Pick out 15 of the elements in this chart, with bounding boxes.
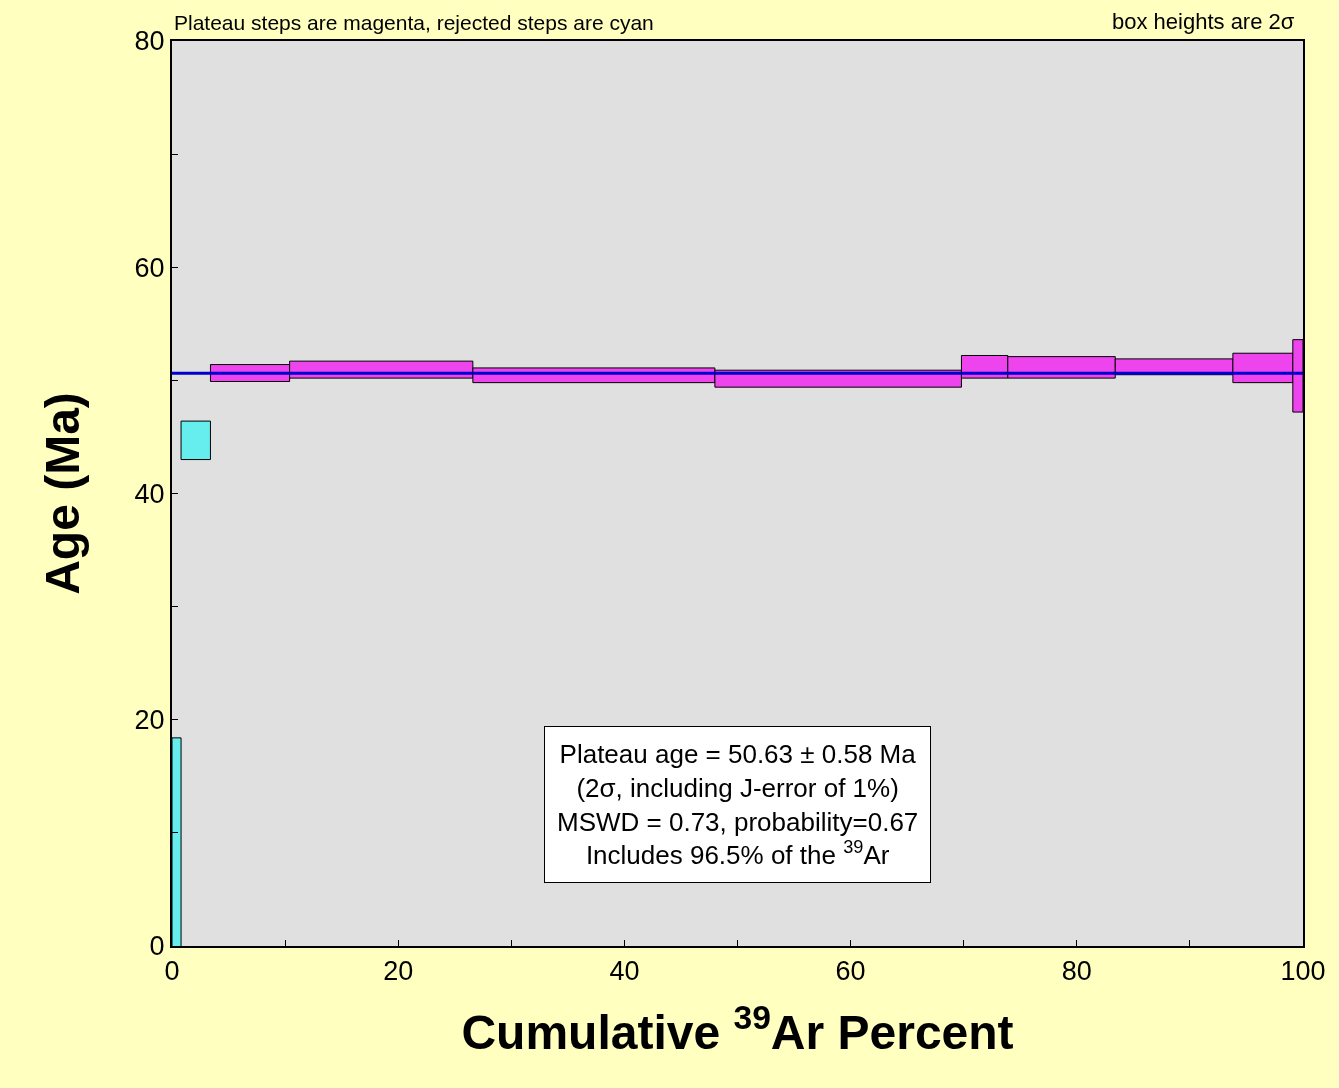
y-tick-label: 0 <box>149 931 165 962</box>
annotation: Plateau age = 50.63 ± 0.58 Ma (2σ, including J-error of 1%) MSWD = 0.73, probability=0.67 Includes 96.5% of the $^{39}$Ar <box>557 739 919 871</box>
x-tick-label: 60 <box>835 956 866 987</box>
x-tick-label: 80 <box>1061 956 1092 987</box>
y-tick-label: 60 <box>134 252 165 283</box>
y-tick-label: 20 <box>134 705 165 736</box>
x-tick-label: 20 <box>383 956 414 987</box>
text: Plateau steps are magenta, rejected steps are cyan <box>174 11 654 34</box>
y-tick-label: 40 <box>134 478 165 509</box>
x-tick-label: 40 <box>609 956 640 987</box>
x-tick-label: 100 <box>1280 956 1326 987</box>
y-tick-label: 80 <box>134 26 165 57</box>
y-axis-title: Age (Ma) <box>35 392 89 595</box>
x-axis-title: Cumulative $^{39}$Ar Percent <box>461 998 1014 1059</box>
text: box heights are 2σ <box>1112 9 1295 34</box>
